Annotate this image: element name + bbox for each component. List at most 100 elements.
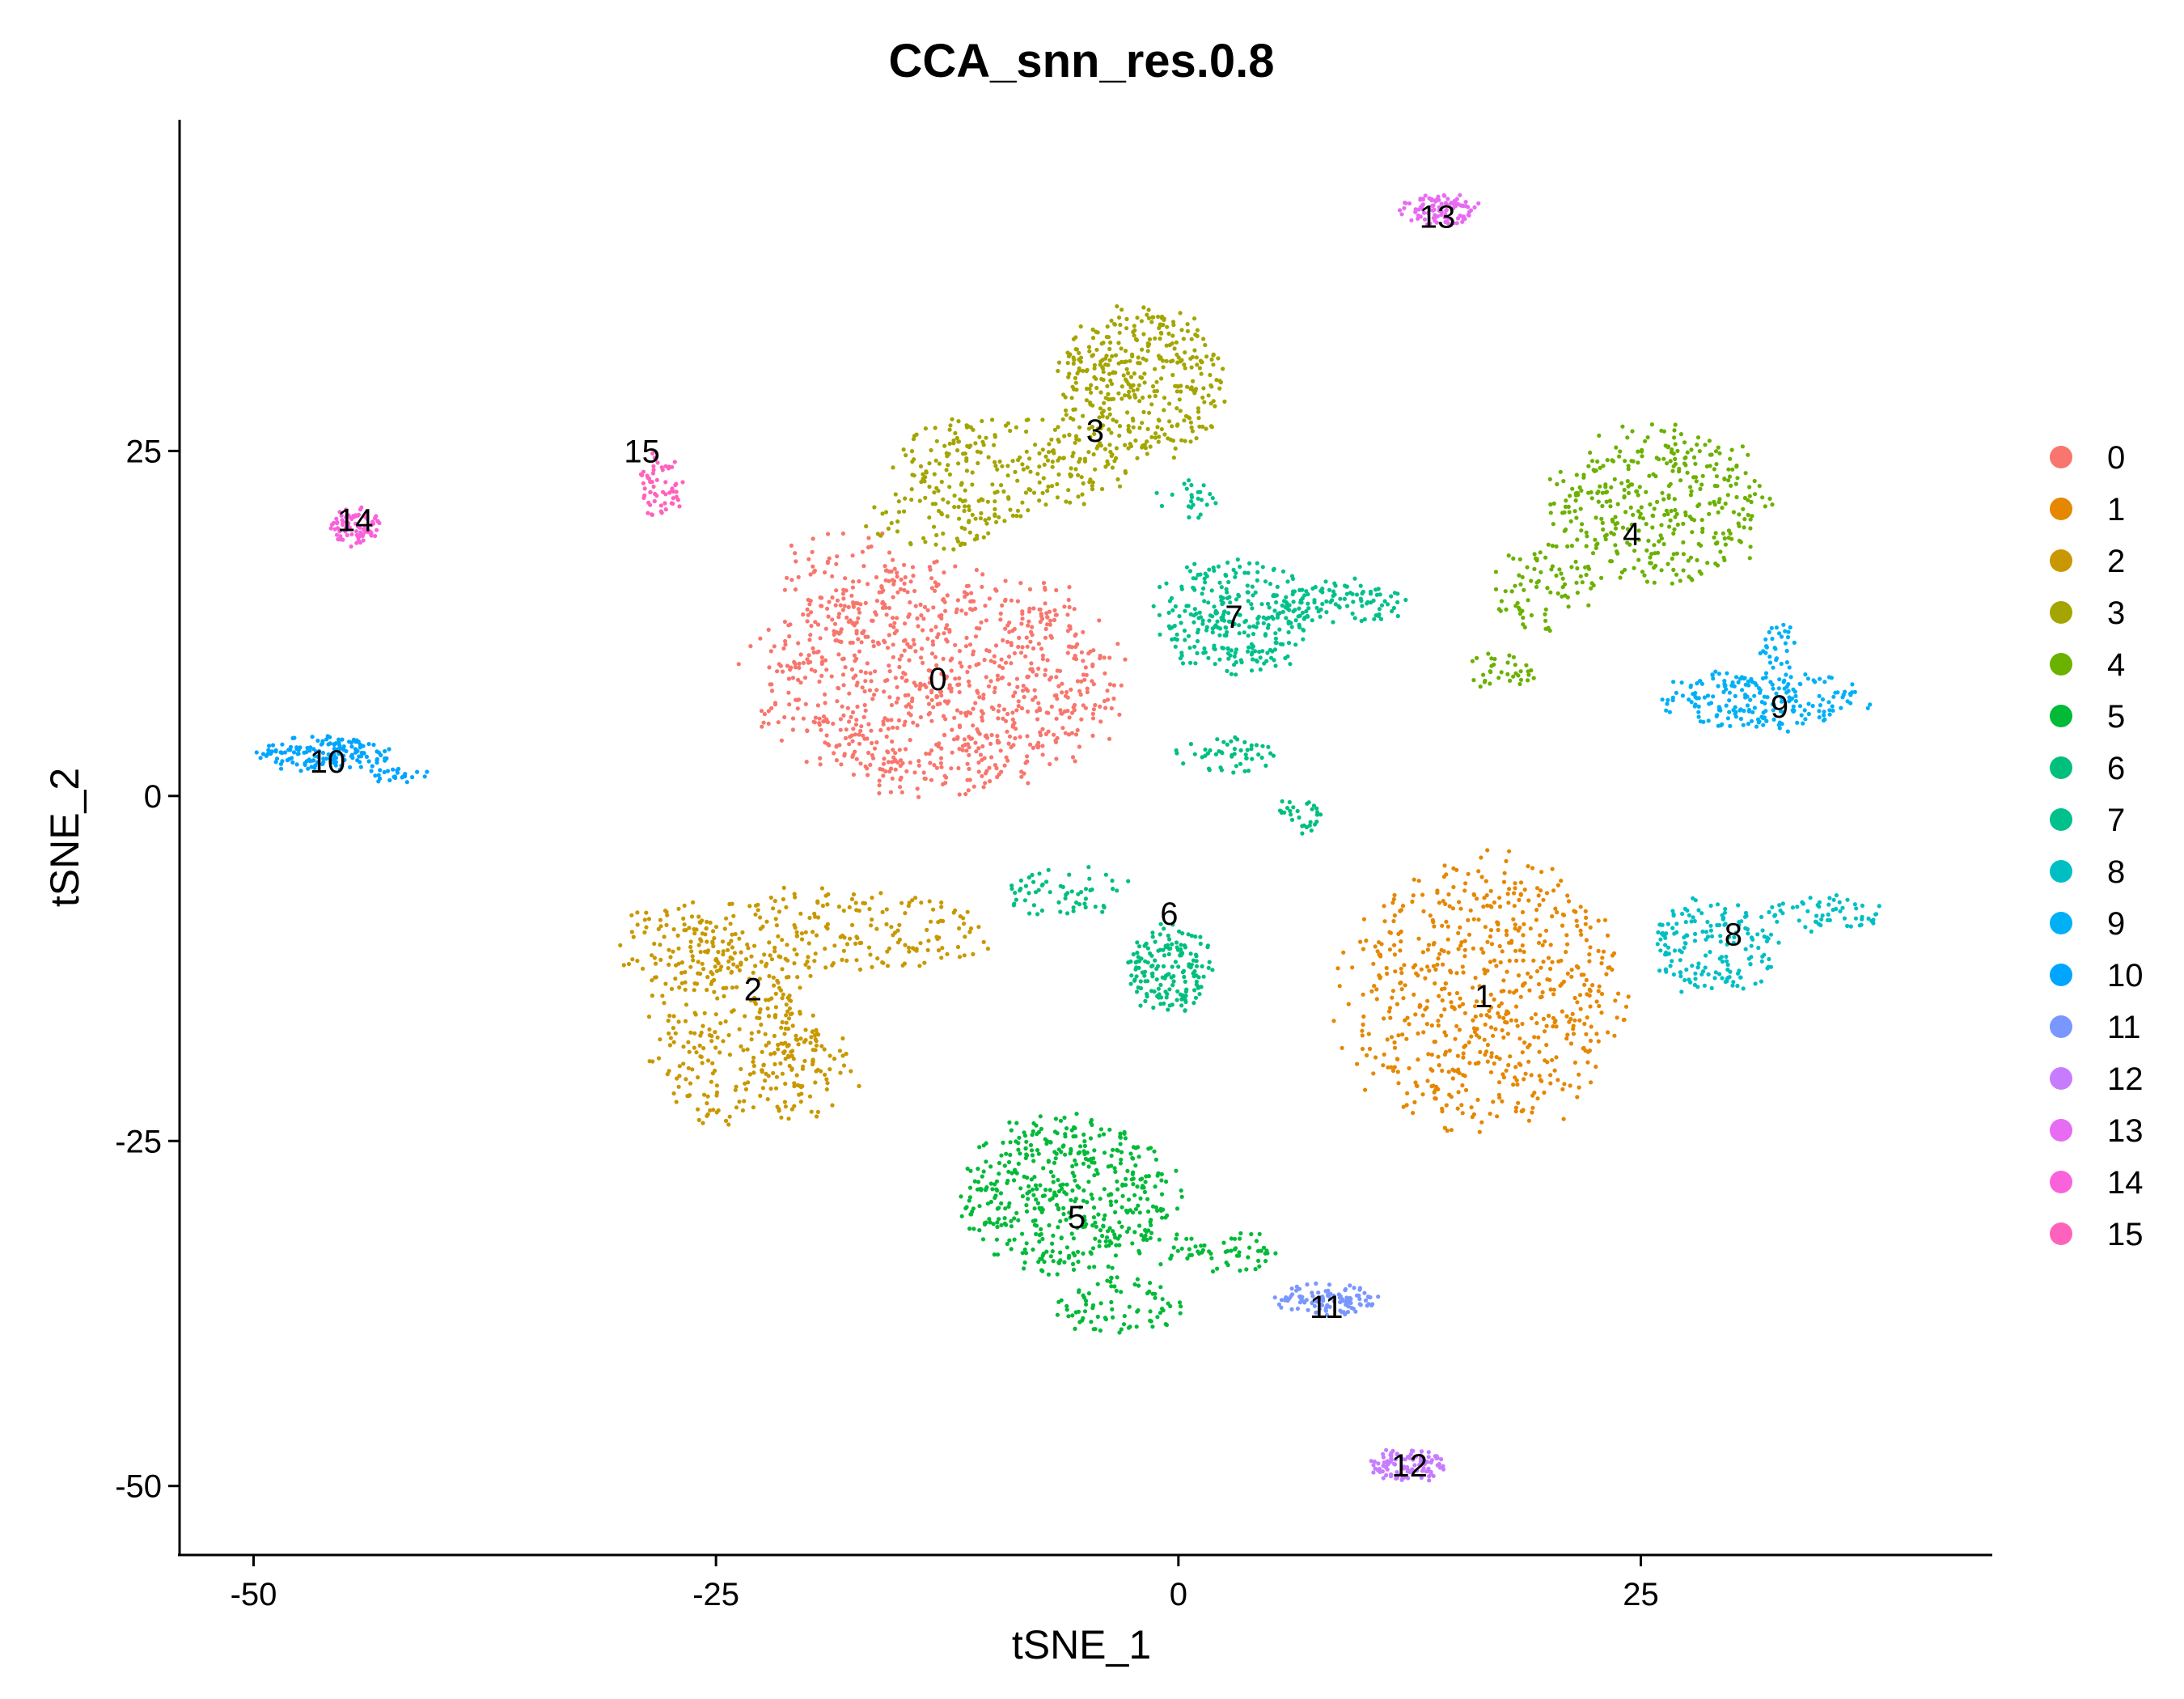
- cell-point: [1219, 585, 1224, 590]
- cell-point: [1658, 533, 1663, 538]
- cell-point: [1040, 1193, 1045, 1198]
- cell-point: [1660, 930, 1666, 935]
- cell-point: [1258, 655, 1263, 660]
- cell-point: [1272, 608, 1277, 613]
- cell-point: [1352, 576, 1357, 581]
- cell-point: [1073, 440, 1077, 445]
- cell-point: [1014, 425, 1018, 430]
- cell-point: [1518, 994, 1523, 999]
- cell-point: [947, 485, 952, 489]
- cell-point: [838, 603, 843, 608]
- cell-point: [855, 935, 860, 941]
- cell-point: [1105, 697, 1111, 702]
- cell-point: [1473, 1014, 1478, 1019]
- cell-point: [811, 646, 815, 650]
- cell-point: [1723, 501, 1728, 506]
- cell-point: [1344, 584, 1349, 589]
- cell-point: [947, 683, 952, 688]
- cell-point: [1234, 570, 1238, 575]
- cell-point: [1200, 360, 1204, 365]
- cell-point: [814, 933, 819, 938]
- cell-point: [1589, 496, 1594, 501]
- cell-point: [818, 762, 823, 767]
- cell-point: [978, 450, 983, 455]
- cell-point: [895, 726, 899, 731]
- cell-point: [1143, 1233, 1148, 1238]
- cell-point: [1225, 590, 1230, 595]
- cell-point: [1295, 808, 1300, 814]
- cell-point: [1610, 967, 1615, 972]
- cell-point: [1116, 341, 1121, 345]
- cell-point: [1179, 1194, 1184, 1199]
- cell-point: [1040, 727, 1045, 731]
- cell-point: [1090, 403, 1095, 408]
- cell-point: [1500, 1027, 1505, 1032]
- cell-point: [1390, 1068, 1396, 1074]
- cell-point: [927, 680, 932, 685]
- cell-point: [995, 1224, 1000, 1230]
- cell-point: [1412, 877, 1416, 882]
- cell-point: [1127, 389, 1132, 394]
- cell-point: [967, 683, 971, 688]
- cell-point: [1066, 597, 1071, 603]
- cell-point: [998, 611, 1003, 616]
- cell-point: [1133, 337, 1138, 341]
- cell-point: [1158, 330, 1163, 335]
- cell-point: [1742, 525, 1746, 530]
- cell-point: [1005, 421, 1010, 426]
- cell-point: [870, 740, 874, 746]
- cell-point: [920, 646, 925, 651]
- cell-point: [1563, 593, 1568, 598]
- cell-point: [1026, 1184, 1031, 1188]
- cell-point: [1277, 627, 1282, 632]
- cell-point: [1130, 416, 1135, 422]
- cell-point: [929, 777, 934, 782]
- cell-point: [1052, 1129, 1058, 1134]
- cell-point: [890, 760, 895, 765]
- cell-point: [821, 714, 827, 719]
- cell-point: [995, 734, 1000, 739]
- cell-point: [844, 958, 849, 963]
- cell-point: [644, 925, 649, 930]
- cell-point: [979, 709, 984, 714]
- cell-point: [1091, 707, 1096, 712]
- cell-point: [1094, 1167, 1099, 1172]
- cell-point: [668, 955, 673, 960]
- cell-point: [1111, 1315, 1115, 1320]
- cell-point: [1170, 372, 1175, 378]
- cell-point: [1018, 650, 1024, 655]
- cell-point: [1658, 937, 1663, 942]
- cell-point: [911, 574, 916, 578]
- cell-point: [1074, 347, 1079, 352]
- cell-point: [1081, 1132, 1086, 1137]
- cell-point: [1065, 709, 1070, 714]
- cell-point: [1251, 632, 1256, 637]
- cell-point: [1403, 983, 1407, 988]
- cell-point: [1615, 1015, 1619, 1020]
- cell-point: [1453, 1036, 1458, 1041]
- cell-point: [1561, 1116, 1566, 1121]
- cell-point: [660, 994, 665, 998]
- cell-point: [1496, 1080, 1502, 1085]
- cell-point: [667, 1013, 672, 1019]
- cell-point: [743, 957, 749, 962]
- cell-point: [1045, 658, 1050, 663]
- cell-point: [1680, 911, 1685, 917]
- cell-point: [1461, 1055, 1466, 1060]
- cell-point: [876, 642, 881, 646]
- cell-point: [1188, 951, 1193, 956]
- cell-point: [1084, 1299, 1089, 1303]
- cell-point: [984, 1186, 988, 1191]
- cell-point: [737, 936, 742, 941]
- cell-point: [783, 1057, 788, 1061]
- cell-point: [1666, 511, 1670, 517]
- cell-point: [1147, 394, 1152, 399]
- cell-point: [1049, 704, 1054, 710]
- cell-point: [1488, 888, 1493, 893]
- cell-point: [1192, 752, 1197, 756]
- cell-point: [1661, 541, 1666, 547]
- cell-point: [867, 688, 873, 693]
- cell-point: [1698, 486, 1703, 492]
- cell-point: [1086, 426, 1091, 431]
